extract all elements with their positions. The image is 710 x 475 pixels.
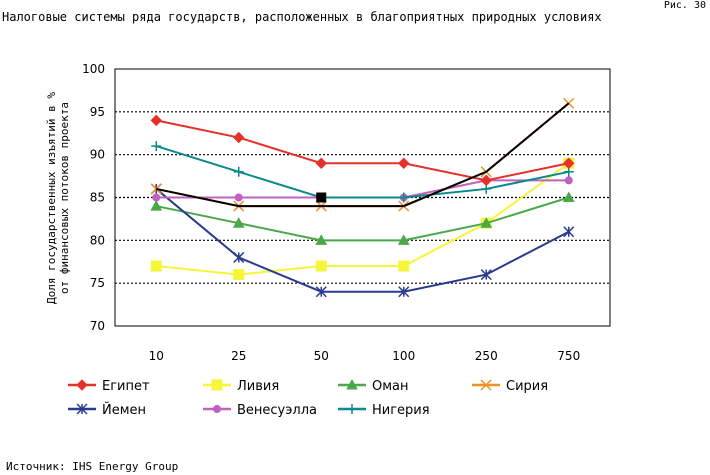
legend-label: Сирия: [506, 379, 548, 394]
grid-lines: [115, 111, 610, 284]
y-axis-label: Доля государственных изъятий в % от фина…: [45, 92, 71, 304]
data-point: [232, 217, 245, 228]
source-note: Источник: IHS Energy Group: [6, 460, 179, 473]
y-tick-label: 75: [90, 276, 105, 290]
x-tick-labels: 10 25 50 100 250 750: [149, 349, 581, 363]
y-tick-label: 100: [82, 62, 105, 76]
legend-label: Египет: [102, 379, 150, 394]
legend-marker: [211, 379, 223, 391]
y-tick-label: 85: [90, 191, 105, 205]
data-point: [398, 157, 410, 169]
marker-stroke: [480, 379, 492, 391]
x-tick-label: 100: [392, 349, 415, 363]
y-tick-label: 90: [90, 148, 105, 162]
data-point: [315, 234, 328, 245]
y-axis-label-line1: Доля государственных изъятий в %: [45, 92, 58, 304]
data-point: [480, 174, 492, 187]
data-point: [398, 286, 410, 298]
series-line: [156, 102, 570, 208]
figure-label: Рис. 30: [663, 0, 706, 11]
series-line: [156, 119, 569, 182]
series-Египет: [150, 114, 575, 187]
data-point: [152, 193, 161, 202]
x-tick-label: 750: [557, 349, 580, 363]
legend-item: Оман: [338, 378, 409, 394]
data-point: [480, 269, 492, 281]
data-point: [233, 166, 244, 177]
legend-marker: [76, 403, 88, 415]
y-tick-label: 80: [90, 233, 105, 247]
legend-label: Ливия: [237, 379, 279, 394]
y-tick-label: 70: [90, 319, 105, 333]
data-point: [398, 260, 410, 272]
legend-label: Венесуэлла: [237, 403, 317, 418]
series-Сирия: [150, 97, 575, 212]
series-line: [155, 188, 570, 293]
x-tick-label: 25: [231, 349, 246, 363]
x-tick-label: 250: [475, 349, 498, 363]
legend-marker: [347, 404, 357, 414]
data-point: [316, 192, 327, 203]
data-point: [150, 114, 162, 127]
legend: Египет Ливия Оман Сирия Йемен Венесуэлла Нигер…: [68, 378, 548, 418]
series-group: [150, 97, 575, 298]
legend-marker: [76, 379, 88, 391]
series-Оман: [150, 191, 575, 245]
data-point: [563, 226, 575, 238]
legend-marker: [346, 378, 358, 390]
series-line: [156, 196, 570, 242]
legend-marker: [480, 379, 492, 391]
data-point: [234, 193, 243, 202]
plot-area-border: [114, 68, 611, 327]
legend-item: Ливия: [203, 379, 279, 394]
data-point: [563, 157, 575, 169]
chart-title: Налоговые системы ряда государств, распо…: [2, 10, 602, 24]
data-point: [233, 269, 245, 281]
legend-item: Венесуэлла: [203, 403, 317, 418]
data-point: [480, 217, 493, 228]
data-point: [151, 141, 162, 152]
data-point: [564, 176, 573, 185]
x-tick-label: 10: [149, 349, 164, 363]
data-point: [315, 286, 327, 298]
legend-marker: [213, 405, 221, 413]
legend-label: Йемен: [102, 402, 146, 418]
series-black-overlay: [156, 102, 570, 208]
data-point: [150, 260, 162, 272]
legend-item: Йемен: [68, 402, 146, 418]
legend-item: Египет: [68, 379, 150, 394]
data-point: [397, 234, 410, 245]
data-point: [233, 131, 245, 144]
data-point: [233, 251, 245, 263]
series-Нигерия: [151, 141, 574, 203]
y-axis-label-line2: от финансовых потоков проекта: [58, 102, 71, 294]
series-line: [156, 179, 569, 199]
y-tick-labels: 70 75 80 85 90 95 100: [82, 62, 105, 333]
data-point: [315, 157, 327, 169]
data-point: [315, 260, 327, 272]
legend-label: Нигерия: [372, 403, 430, 418]
data-point: [150, 200, 163, 211]
series-line: [155, 145, 569, 199]
data-point: [398, 192, 409, 203]
series-line: [156, 162, 570, 276]
legend-label: Оман: [372, 379, 409, 394]
x-tick-label: 50: [314, 349, 329, 363]
y-tick-label: 95: [90, 105, 105, 119]
data-point: [562, 191, 575, 202]
legend-item: Сирия: [472, 379, 548, 394]
legend-item: Нигерия: [338, 403, 430, 418]
